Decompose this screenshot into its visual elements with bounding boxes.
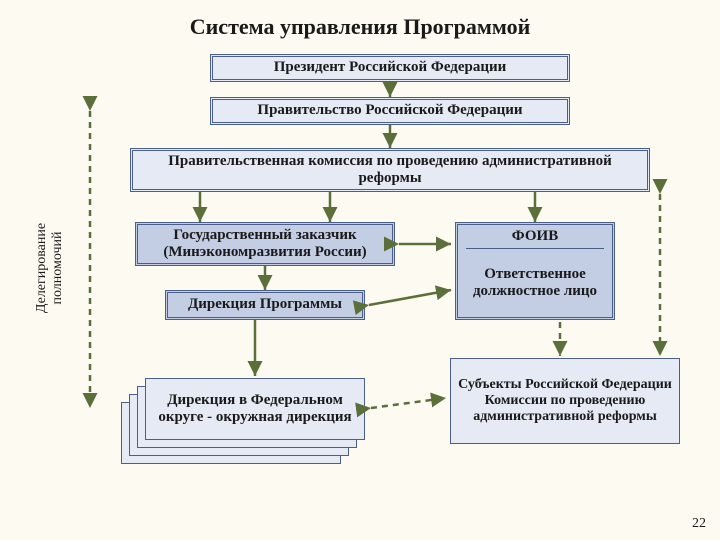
box-foiv-title: ФОИВ [458, 225, 612, 248]
box-foiv: ФОИВ Ответственное должностное лицо [455, 222, 615, 320]
box-government-label: Правительство Российской Федерации [257, 102, 522, 119]
delegation-label: Делегированиеполномочий [34, 188, 66, 348]
box-directorate-label: Дирекция Программы [188, 296, 342, 313]
box-president-label: Президент Российской Федерации [274, 59, 507, 76]
slide-title: Система управления Программой [0, 14, 720, 40]
box-commission: Правительственная комиссия по проведению… [130, 148, 650, 192]
box-customer-label: Государственный заказчик (Минэкономразви… [144, 227, 386, 262]
box-president: Президент Российской Федерации [210, 54, 570, 82]
box-directorate: Дирекция Программы [165, 290, 365, 320]
slide: Система управления Программой Президент … [0, 0, 720, 540]
box-subjects: Субъекты Российской Федерации Комиссии п… [450, 358, 680, 444]
page-number: 22 [692, 516, 706, 532]
box-customer: Государственный заказчик (Минэкономразви… [135, 222, 395, 266]
box-district-label: Дирекция в Федеральном округе - окружная… [152, 392, 358, 427]
box-commission-label: Правительственная комиссия по проведению… [139, 153, 641, 188]
box-foiv-sub: Ответственное должностное лицо [458, 249, 612, 317]
box-government: Правительство Российской Федерации [210, 97, 570, 125]
box-district-stack: Дирекция в Федеральном округе - окружная… [121, 378, 365, 464]
box-subjects-label: Субъекты Российской Федерации Комиссии п… [457, 377, 673, 425]
box-district: Дирекция в Федеральном округе - окружная… [145, 378, 365, 440]
